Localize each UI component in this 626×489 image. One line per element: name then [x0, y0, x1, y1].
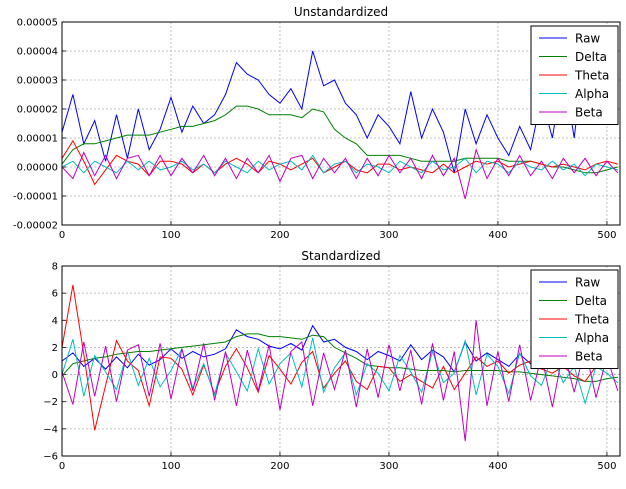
y-tick-label: 0.00003	[17, 76, 58, 87]
x-tick-label: 300	[379, 461, 398, 472]
series-line-delta	[62, 105, 618, 174]
axes-frame	[61, 265, 621, 457]
y-tick-label: -0.00002	[13, 221, 58, 232]
y-tick-label: 6	[52, 289, 58, 300]
legend-label-raw: Raw	[575, 32, 600, 46]
series-line-alpha	[62, 337, 619, 405]
y-tick-label: -0.00001	[13, 192, 58, 203]
series-line-beta	[62, 147, 619, 200]
series-line-beta	[62, 320, 619, 442]
y-tick-label: −4	[43, 424, 58, 435]
series-line-theta	[62, 139, 618, 186]
y-tick-label: 4	[52, 316, 58, 327]
x-tick-label: 200	[270, 230, 289, 241]
x-tick-label: 400	[488, 230, 507, 241]
y-tick-label: 0.00000	[17, 163, 58, 174]
x-tick-label: 300	[379, 230, 398, 241]
legend-label-delta: Delta	[575, 50, 607, 64]
legend-label-theta: Theta	[574, 313, 609, 327]
legend-label-delta: Delta	[575, 294, 607, 308]
chart-unstandardized: Unstandardized 0 100 200 300 400 500 -0.00002 -0…	[13, 5, 621, 241]
y-tick-label: 8	[52, 262, 58, 273]
x-tick-label: 500	[597, 461, 616, 472]
legend-label-alpha: Alpha	[575, 331, 609, 345]
legend: Raw Delta Theta Alpha Beta	[530, 25, 619, 125]
y-tick-label: −6	[43, 452, 58, 463]
series-line-raw	[62, 45, 619, 173]
x-tick-label: 500	[597, 230, 616, 241]
legend-label-theta: Theta	[574, 69, 609, 83]
chart-title: Standardized	[301, 249, 380, 263]
series-line-raw	[62, 324, 618, 373]
y-tick-label: −2	[43, 397, 58, 408]
series-group	[62, 284, 619, 442]
y-tick-label: 0	[52, 370, 58, 381]
y-tick-label: 0.00005	[17, 18, 58, 29]
y-tick-label: 0.00002	[17, 105, 58, 116]
x-tick-label: 100	[161, 461, 180, 472]
legend-box	[530, 25, 619, 125]
y-tick-label: 2	[52, 343, 58, 354]
x-tick-label: 0	[59, 230, 65, 241]
chart-standardized: Standardized 0 100 200 300 400 500 −6 −4 −2 0 2 4 6 8 R…	[43, 249, 621, 472]
y-tick-label: 0.00001	[17, 134, 58, 145]
series-group	[62, 45, 619, 200]
legend-label-raw: Raw	[575, 276, 600, 290]
series-line-theta	[62, 284, 619, 431]
legend-label-beta: Beta	[575, 106, 603, 120]
axes-frame	[61, 21, 621, 226]
y-tick-label: 0.00004	[17, 47, 58, 58]
x-tick-label: 200	[270, 461, 289, 472]
legend: Raw Delta Theta Alpha Beta	[530, 269, 619, 369]
legend-label-alpha: Alpha	[575, 87, 609, 101]
x-tick-label: 0	[59, 461, 65, 472]
legend-label-beta: Beta	[575, 350, 603, 364]
chart-title: Unstandardized	[294, 5, 388, 19]
x-tick-label: 400	[488, 461, 507, 472]
x-tick-label: 100	[161, 230, 180, 241]
